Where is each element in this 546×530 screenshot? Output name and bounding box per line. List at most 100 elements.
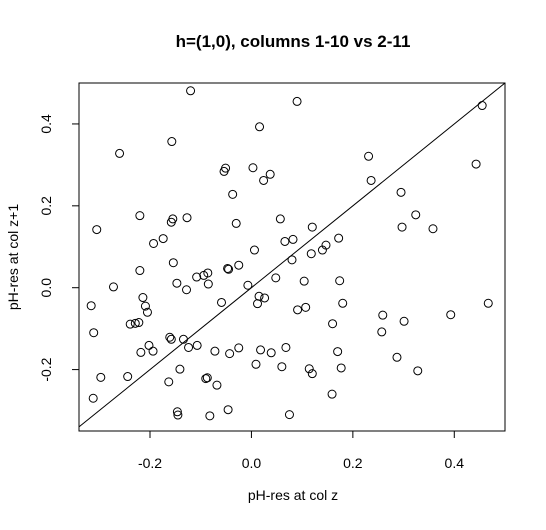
data-point bbox=[203, 279, 213, 289]
data-point bbox=[335, 276, 345, 286]
y-tick-label: -0.2 bbox=[38, 357, 54, 381]
data-point bbox=[225, 349, 235, 359]
data-point bbox=[248, 163, 258, 173]
data-point bbox=[284, 410, 294, 420]
data-point bbox=[92, 225, 102, 235]
data-point bbox=[293, 305, 303, 315]
data-point bbox=[173, 410, 183, 420]
x-axis-label: pH-res at col z bbox=[248, 487, 338, 503]
data-point bbox=[307, 369, 317, 379]
identity-reference-line bbox=[78, 82, 506, 428]
data-point bbox=[175, 364, 185, 374]
data-point bbox=[224, 264, 234, 274]
data-point bbox=[138, 293, 148, 303]
data-point bbox=[304, 364, 314, 374]
data-point bbox=[148, 346, 158, 356]
data-point bbox=[89, 328, 99, 338]
data-point bbox=[172, 278, 182, 288]
data-point bbox=[210, 346, 220, 356]
data-point bbox=[271, 273, 281, 283]
data-point bbox=[144, 340, 154, 350]
data-point bbox=[86, 301, 96, 311]
data-point bbox=[130, 318, 140, 328]
data-point bbox=[142, 307, 152, 317]
data-point bbox=[165, 332, 175, 342]
data-point bbox=[231, 218, 241, 228]
data-point bbox=[192, 340, 202, 350]
data-point bbox=[471, 159, 481, 169]
data-point bbox=[184, 342, 194, 352]
data-point bbox=[88, 393, 98, 403]
data-point bbox=[307, 222, 317, 232]
y-tick-label: 0.2 bbox=[38, 196, 54, 216]
data-point bbox=[115, 148, 125, 158]
data-point bbox=[477, 101, 487, 111]
data-point bbox=[167, 137, 177, 147]
data-point bbox=[178, 334, 188, 344]
data-point bbox=[202, 373, 212, 383]
data-point bbox=[327, 389, 337, 399]
data-point bbox=[125, 319, 135, 329]
data-point bbox=[243, 280, 253, 290]
data-point bbox=[306, 249, 316, 259]
data-point bbox=[134, 318, 144, 328]
data-point bbox=[96, 372, 106, 382]
data-point bbox=[301, 302, 311, 312]
data-point bbox=[260, 293, 270, 303]
data-point bbox=[378, 310, 388, 320]
data-point bbox=[149, 238, 159, 248]
data-point bbox=[108, 282, 118, 292]
data-point bbox=[446, 310, 456, 320]
data-point bbox=[277, 362, 287, 372]
data-point bbox=[254, 291, 264, 301]
x-tick-label: 0.0 bbox=[242, 455, 262, 471]
data-point bbox=[223, 263, 233, 273]
data-point bbox=[334, 233, 344, 243]
data-point bbox=[166, 334, 176, 344]
data-point bbox=[299, 276, 309, 286]
data-point bbox=[205, 411, 215, 421]
data-point bbox=[172, 407, 182, 417]
data-point bbox=[428, 224, 438, 234]
data-point bbox=[413, 366, 423, 376]
data-point bbox=[266, 348, 276, 358]
data-point bbox=[186, 86, 196, 96]
data-point bbox=[219, 166, 229, 176]
data-point bbox=[265, 169, 275, 179]
data-point bbox=[392, 352, 402, 362]
data-point bbox=[399, 316, 409, 326]
data-point bbox=[234, 260, 244, 270]
data-point bbox=[251, 359, 261, 369]
x-tick-label: -0.2 bbox=[138, 455, 162, 471]
data-point bbox=[223, 405, 233, 415]
data-point bbox=[336, 363, 346, 373]
data-point bbox=[249, 245, 259, 255]
data-point bbox=[328, 319, 338, 329]
data-points bbox=[86, 86, 493, 421]
data-point bbox=[201, 374, 211, 384]
chart-title: h=(1,0), columns 1-10 vs 2-11 bbox=[176, 32, 411, 51]
data-point bbox=[168, 258, 178, 268]
data-point bbox=[217, 297, 227, 307]
data-point bbox=[199, 270, 209, 280]
data-point bbox=[253, 299, 263, 309]
data-point bbox=[281, 342, 291, 352]
y-axis-label: pH-res at col z+1 bbox=[5, 204, 21, 310]
data-point bbox=[396, 187, 406, 197]
data-point bbox=[136, 347, 146, 357]
data-point bbox=[192, 272, 202, 282]
data-point bbox=[317, 245, 327, 255]
data-point bbox=[123, 372, 133, 382]
data-point bbox=[333, 347, 343, 357]
x-ticks: -0.2 0.0 0.2 0.4 bbox=[138, 431, 464, 471]
data-point bbox=[338, 298, 348, 308]
data-point bbox=[288, 234, 298, 244]
x-tick-label: 0.4 bbox=[445, 455, 465, 471]
data-point bbox=[135, 211, 145, 221]
data-point bbox=[212, 380, 222, 390]
data-point bbox=[287, 255, 297, 265]
data-point bbox=[135, 266, 145, 276]
y-ticks: -0.2 0.0 0.2 0.4 bbox=[38, 114, 79, 382]
data-point bbox=[166, 217, 176, 227]
x-tick-label: 0.2 bbox=[343, 455, 363, 471]
